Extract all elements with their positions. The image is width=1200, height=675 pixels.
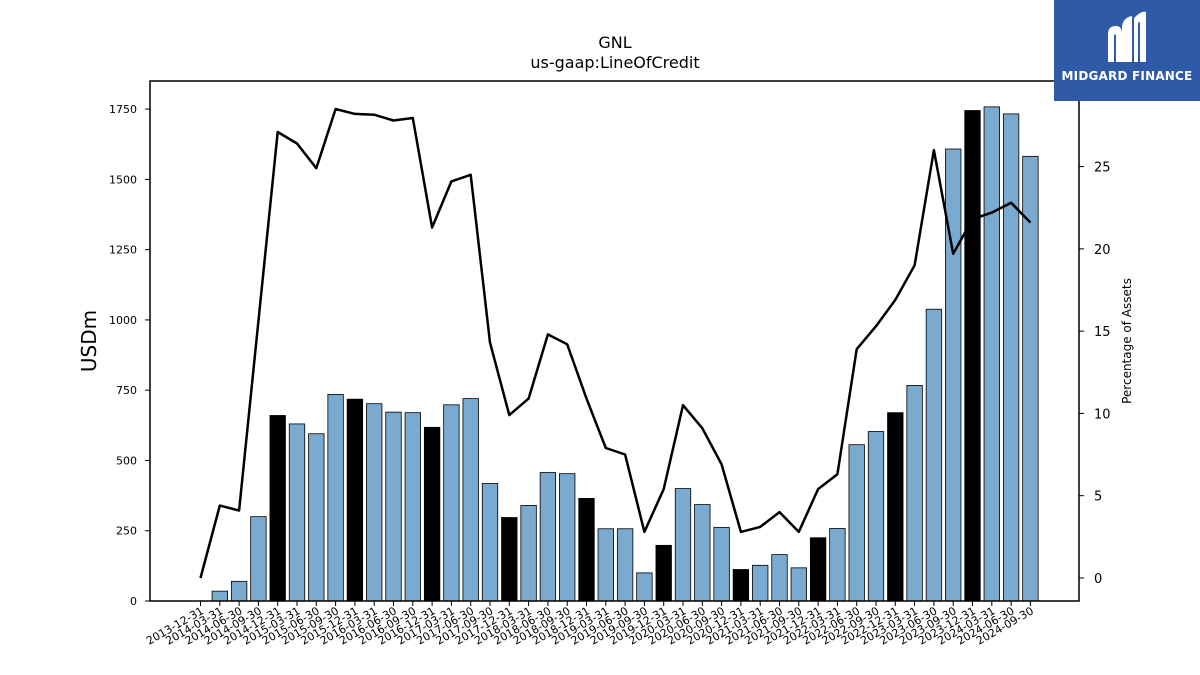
bar	[539, 472, 557, 602]
bar	[848, 444, 865, 602]
y2-tick-label: 5	[1094, 490, 1102, 505]
chart-subtitle: us-gaap:LineOfCredit	[530, 53, 699, 72]
bar	[906, 385, 923, 602]
bar	[752, 564, 769, 602]
bars-layer	[211, 106, 1039, 602]
bar	[983, 106, 1000, 602]
axes-layer: 0250500750100012501500175005101520252013…	[109, 103, 1111, 647]
bar	[809, 537, 827, 602]
bar	[887, 412, 904, 602]
bar	[346, 398, 364, 602]
bar	[211, 590, 228, 602]
logo-mark-icon	[1108, 11, 1146, 63]
y-tick-label: 1750	[109, 103, 137, 116]
bar	[366, 403, 383, 602]
bar	[1022, 155, 1039, 602]
bar	[578, 498, 595, 602]
y-tick-label: 1500	[109, 173, 137, 186]
line-layer	[199, 107, 1032, 579]
midgard-finance-logo: MIDGARD FINANCE	[1054, 0, 1200, 101]
bar	[829, 528, 846, 602]
y-tick-label: 0	[130, 595, 137, 608]
bar	[559, 473, 576, 602]
bar	[520, 505, 537, 602]
bar	[462, 398, 479, 602]
y2-tick-label: 20	[1094, 243, 1111, 258]
bar	[732, 569, 750, 602]
plot-frame	[149, 80, 1080, 602]
bar	[636, 572, 653, 602]
logo-text: MIDGARD FINANCE	[1061, 69, 1193, 83]
bar	[964, 110, 981, 602]
bar	[655, 544, 672, 602]
bar	[771, 554, 788, 602]
bar	[385, 411, 402, 602]
bar	[694, 504, 711, 602]
y2-axis-label: Percentage of Assets	[1120, 278, 1134, 404]
y2-tick-label: 25	[1094, 161, 1111, 176]
bar	[423, 426, 441, 602]
bar	[327, 394, 344, 602]
bar	[867, 431, 885, 602]
bar	[945, 148, 962, 602]
y-tick-label: 1250	[109, 244, 137, 257]
chart-title: GNL	[598, 33, 631, 52]
bar	[597, 528, 614, 602]
bar	[925, 308, 943, 602]
bar	[674, 488, 692, 602]
y-tick-label: 750	[116, 384, 137, 397]
bar	[501, 517, 518, 602]
bar	[308, 433, 325, 602]
bar	[790, 567, 807, 602]
y-tick-label: 250	[116, 525, 137, 538]
bar	[269, 415, 286, 602]
y-tick-label: 1000	[109, 314, 137, 327]
bar	[404, 412, 421, 602]
bar	[288, 423, 306, 602]
bar	[1002, 113, 1020, 602]
bar	[230, 580, 248, 602]
bar	[481, 483, 499, 602]
y2-tick-label: 0	[1094, 572, 1102, 587]
bar	[443, 404, 460, 602]
bar	[250, 516, 267, 602]
bar	[713, 526, 730, 602]
bar	[616, 528, 634, 602]
y-axis-label: USDm	[77, 310, 101, 372]
y2-tick-label: 10	[1094, 407, 1111, 422]
y-tick-label: 500	[116, 454, 137, 467]
y2-tick-label: 15	[1094, 325, 1111, 340]
percentage-line	[199, 107, 1032, 579]
